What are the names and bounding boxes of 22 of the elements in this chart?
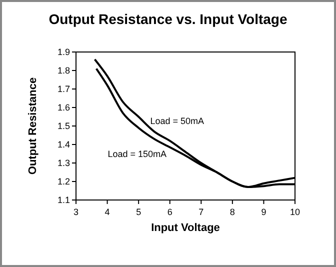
chart-title: Output Resistance vs. Input Voltage: [48, 11, 288, 27]
x-tick-label: 7: [198, 207, 204, 217]
series-label: Load = 50mA: [150, 116, 204, 126]
y-tick-label: 1.9: [57, 47, 70, 57]
y-tick-label: 1.2: [57, 176, 70, 186]
y-axis-title: Output Resistance: [27, 77, 39, 175]
x-tick-label: 8: [230, 207, 235, 217]
x-tick-label: 5: [136, 207, 142, 217]
x-tick-label: 3: [73, 207, 79, 217]
x-tick-label: 10: [290, 207, 300, 217]
y-tick-label: 1.8: [57, 66, 70, 76]
x-tick-label: 9: [261, 207, 266, 217]
y-tick-label: 1.6: [57, 102, 70, 112]
y-tick-label: 1.5: [57, 121, 70, 131]
y-tick-label: 1.1: [57, 195, 70, 205]
y-tick-label: 1.7: [57, 84, 70, 94]
y-tick-label: 1.4: [57, 140, 70, 150]
x-tick-label: 4: [104, 207, 110, 217]
x-tick-label: 6: [167, 207, 172, 217]
x-axis-title: Input Voltage: [151, 222, 220, 234]
series-label: Load = 150mA: [108, 149, 167, 160]
y-tick-label: 1.3: [57, 158, 70, 168]
